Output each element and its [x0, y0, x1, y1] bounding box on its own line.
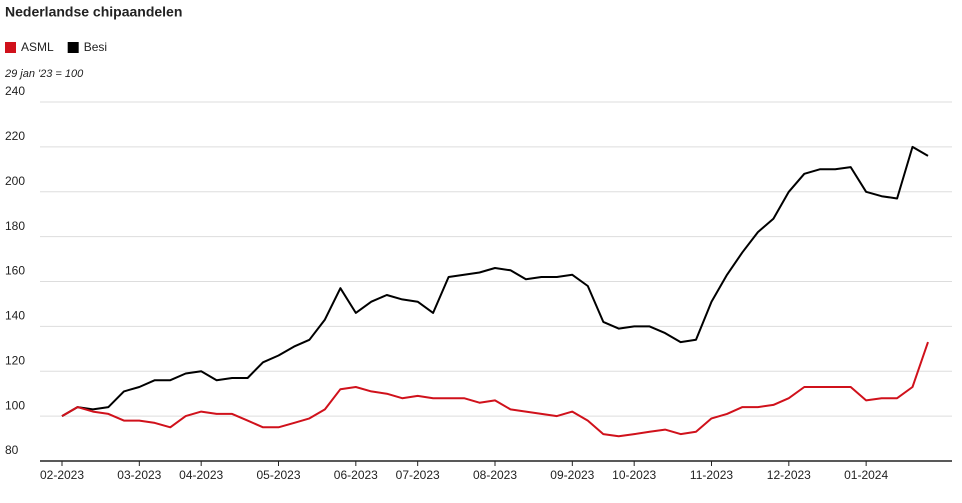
y-tick-label: 120	[5, 353, 25, 367]
x-tick-label: 02-2023	[40, 468, 84, 482]
y-tick-label: 100	[5, 398, 25, 412]
legend-swatch	[67, 42, 79, 53]
line	[61, 145, 929, 417]
y-tick-label: 220	[5, 129, 25, 143]
x-tick-label: 07-2023	[396, 468, 440, 482]
y-tick-label: 160	[5, 264, 25, 278]
x-tick-label: 09-2023	[550, 468, 594, 482]
legend-label: ASML	[21, 40, 54, 54]
chart-title: Nederlandse chipaandelen	[5, 4, 182, 20]
legend: ASML Besi	[5, 40, 107, 54]
y-tick-label: 200	[5, 174, 25, 188]
y-tick-label: 180	[5, 219, 25, 233]
y-tick-label: 140	[5, 309, 25, 323]
x-tick-label: 10-2023	[612, 468, 656, 482]
y-tick-label: 80	[5, 443, 19, 457]
x-tick-label: 08-2023	[473, 468, 517, 482]
x-tick-label: 03-2023	[117, 468, 161, 482]
x-tick-label: 04-2023	[179, 468, 223, 482]
x-tick-label: 06-2023	[334, 468, 378, 482]
x-tick-label: 05-2023	[256, 468, 300, 482]
legend-label: Besi	[84, 40, 107, 54]
x-tick-label: 12-2023	[767, 468, 811, 482]
line	[61, 341, 929, 438]
x-tick-label: 11-2023	[690, 468, 733, 482]
x-tick-label: 01-2024	[844, 468, 888, 482]
y-tick-label: 240	[5, 84, 25, 98]
chart-subtitle: 29 jan '23 = 100	[4, 68, 84, 80]
legend-swatch	[5, 42, 16, 53]
